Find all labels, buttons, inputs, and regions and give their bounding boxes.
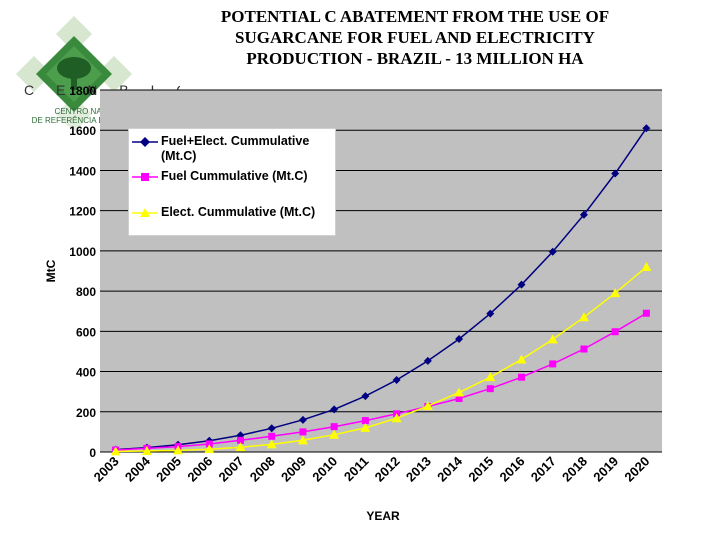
data-point [454, 387, 465, 397]
x-tick-label: 2016 [497, 454, 528, 485]
data-point [391, 413, 402, 423]
series-line [115, 312, 647, 451]
series-3 [110, 261, 652, 456]
x-tick-label: 2010 [309, 454, 340, 485]
chart-legend: Fuel+Elect. Cummulative (Mt.C) Fuel Cumm… [128, 128, 336, 236]
data-point [486, 385, 494, 393]
y-tick-label: 1600 [69, 124, 96, 138]
y-tick-label: 0 [89, 446, 96, 460]
data-point [610, 288, 621, 298]
data-point [580, 345, 588, 353]
data-point [299, 428, 307, 436]
data-point [361, 417, 369, 425]
data-point [642, 309, 650, 317]
y-tick-label: 800 [76, 285, 96, 299]
data-point [329, 429, 340, 439]
data-point [360, 422, 371, 432]
y-tick-label: 1400 [69, 164, 96, 178]
data-point [267, 424, 276, 433]
x-axis-ticks: 2003 2004 2005 2006 2007 2008 2009 2010 2011 2012… [91, 453, 653, 485]
data-point [298, 415, 307, 424]
data-point [548, 247, 557, 256]
y-axis-label: MtC [44, 259, 58, 282]
data-point [173, 445, 184, 455]
series-line [115, 127, 648, 451]
x-tick-label: 2007 [216, 454, 247, 485]
data-point [204, 444, 215, 454]
legend-label: Elect. Cummulative (Mt.C) [161, 205, 316, 219]
data-point [579, 210, 588, 219]
data-point [516, 354, 527, 364]
x-tick-label: 2015 [465, 454, 496, 485]
y-tick-label: 200 [76, 406, 96, 420]
data-point [392, 376, 401, 385]
x-tick-label: 2014 [434, 453, 466, 485]
x-tick-label: 2017 [528, 454, 559, 485]
triangle-marker-icon [132, 208, 158, 217]
data-point [110, 446, 121, 456]
x-tick-label: 2011 [341, 454, 372, 485]
x-tick-label: 2018 [559, 454, 590, 485]
data-point [455, 395, 463, 403]
data-point [268, 432, 276, 440]
y-tick-label: 600 [76, 325, 96, 339]
data-point [266, 439, 277, 449]
diamond-marker-icon [132, 137, 158, 147]
x-tick-label: 2005 [153, 454, 184, 485]
data-point [423, 356, 432, 365]
data-point [330, 405, 339, 414]
x-tick-label: 2020 [621, 454, 652, 485]
data-point [485, 372, 496, 382]
data-point [517, 280, 526, 289]
y-tick-label: 1800 [69, 84, 96, 98]
x-tick-label: 2009 [278, 454, 309, 485]
x-tick-label: 2008 [247, 454, 278, 485]
data-point [547, 334, 558, 344]
data-point [361, 392, 370, 401]
data-point [641, 261, 652, 271]
x-tick-label: 2012 [372, 454, 403, 485]
data-point [578, 312, 589, 322]
data-point [235, 442, 246, 452]
y-tick-label: 1200 [69, 205, 96, 219]
x-tick-label: 2013 [403, 454, 434, 485]
data-point [455, 334, 464, 343]
chart-title: POTENTIAL C ABATEMENT FROM THE USE OF SU… [220, 7, 610, 68]
series-layer [110, 124, 652, 456]
x-axis-label: YEAR [366, 509, 400, 523]
series-line [115, 266, 647, 453]
y-tick-label: 400 [76, 366, 96, 380]
data-point [330, 423, 338, 431]
data-point [642, 124, 651, 133]
data-point [205, 440, 213, 448]
data-point [297, 435, 308, 445]
x-tick-label: 2019 [590, 454, 621, 485]
legend-label: Fuel Cummulative (Mt.C) [161, 169, 308, 183]
data-point [611, 328, 619, 336]
data-point [422, 401, 433, 411]
x-tick-label: 2004 [122, 453, 154, 485]
legend-label: Fuel+Elect. Cummulative (Mt.C) [161, 134, 310, 163]
data-point [486, 309, 495, 318]
x-tick-label: 2006 [184, 454, 215, 485]
y-axis-ticks: 0 200 400 600 800 1000 1200 1400 1600 1800 [69, 84, 96, 460]
logo-emblem [16, 16, 132, 130]
data-point [549, 360, 557, 368]
y-tick-label: 1000 [69, 245, 96, 259]
data-point [611, 169, 620, 178]
data-point [518, 373, 525, 381]
data-point [237, 436, 244, 444]
data-point [141, 445, 152, 455]
square-marker-icon [132, 173, 158, 181]
